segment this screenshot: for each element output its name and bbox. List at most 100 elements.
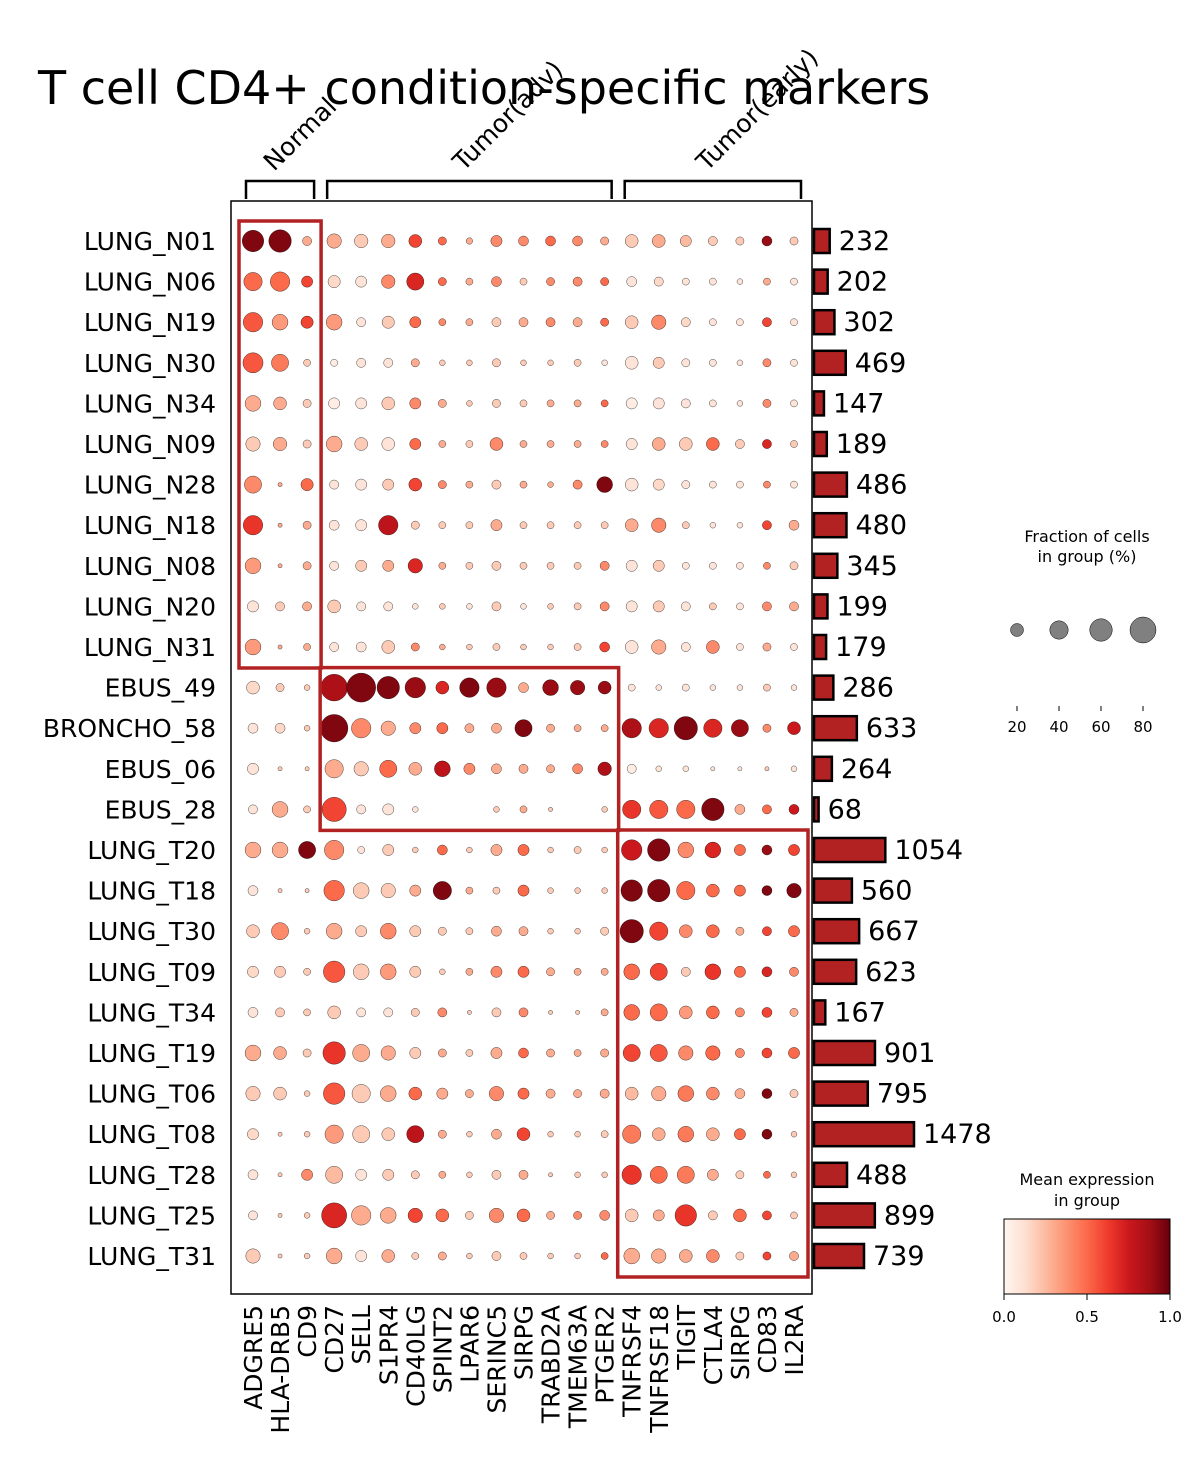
dot-LUNG_N06-TRABD2A: [546, 277, 555, 286]
dot-EBUS_06-HLA-DRB5: [277, 766, 283, 772]
chart-title: T cell CD4+ condition-specific markers: [37, 61, 930, 115]
dot-EBUS_49-PTGER2: [597, 680, 612, 695]
count-label: 899: [884, 1200, 936, 1231]
dot-LUNG_N19-TRABD2A: [545, 317, 556, 327]
sample-label: LUNG_T06: [87, 1080, 216, 1109]
dot-LUNG_N19-TNFRSF18: [651, 314, 667, 330]
count-bar: [812, 349, 847, 377]
dot-LUNG_N34-TIGIT: [681, 398, 691, 409]
sample-label: LUNG_N08: [84, 552, 216, 581]
count-bar: [812, 714, 859, 742]
dot-LUNG_N18-PTGER2: [600, 521, 609, 529]
dot-LUNG_N09-CD83: [762, 439, 772, 449]
count-bar: [812, 917, 861, 945]
dot-LUNG_N06-ADGRE5: [243, 272, 263, 291]
dot-LUNG_N20-TIGIT: [681, 601, 691, 612]
dot-LUNG_N19-CD40LG: [409, 316, 422, 328]
dot-EBUS_06-TNFRSF4: [626, 764, 637, 774]
dot-LUNG_N30-HLA-DRB5: [271, 354, 289, 372]
dot-LUNG_N34-IL2RA: [790, 399, 798, 408]
sample-label: LUNG_N19: [84, 308, 216, 337]
sample-label: LUNG_T08: [87, 1120, 216, 1149]
dot-BRONCHO_58-CTLA4: [703, 718, 723, 738]
dot-LUNG_N30-CD9: [303, 359, 311, 367]
dot-LUNG_N18-TNFRSF4: [625, 518, 639, 532]
dot-EBUS_28-CTLA4: [701, 797, 725, 821]
dot-LUNG_T08-IL2RA: [790, 1131, 798, 1138]
dot-LUNG_T31-PTGER2: [600, 1252, 609, 1260]
dot-LUNG_T30-TRABD2A: [547, 928, 554, 935]
dot-LUNG_T25-CD40LG: [407, 1207, 423, 1223]
dot-LUNG_N08-CD9: [302, 561, 312, 571]
dot-LUNG_T31-TIGIT: [679, 1249, 693, 1263]
dot-LUNG_N06-CD83: [763, 277, 771, 286]
sample-label: LUNG_N09: [84, 430, 216, 459]
dot-LUNG_N01-CD9: [302, 236, 312, 246]
count-label: 167: [834, 997, 886, 1028]
dot-EBUS_49-CD83: [763, 683, 771, 692]
dot-LUNG_T34-CD9: [303, 1008, 311, 1017]
dot-LUNG_N09-TMEM63A: [573, 440, 582, 448]
dot-LUNG_T06-S1PR4: [380, 1085, 397, 1102]
sample-label: LUNG_T25: [87, 1201, 216, 1230]
dot-EBUS_06-CD40LG: [408, 762, 422, 776]
dot-LUNG_T25-CD27: [321, 1202, 347, 1229]
count-bar: [812, 674, 835, 701]
count-bar: [812, 633, 828, 661]
dot-LUNG_T30-SELL: [355, 925, 367, 937]
dot-LUNG_N06-HLA-DRB5: [270, 271, 290, 292]
dot-LUNG_T25-TRABD2A: [546, 1211, 555, 1220]
dot-LUNG_N01-LPAR6: [465, 237, 473, 245]
dot-LUNG_T19-CD9: [302, 1048, 312, 1058]
dot-LUNG_T06-TIGIT: [677, 1085, 694, 1102]
dot-LUNG_T06-TRABD2A: [545, 1088, 556, 1099]
dot-LUNG_T18-TRABD2A: [547, 887, 554, 894]
dot-EBUS_49-CD9: [304, 684, 311, 691]
dot-EBUS_28-CD83: [762, 804, 772, 815]
dot-LUNG_N01-ADGRE5: [242, 230, 264, 252]
dot-LUNG_T20-CTLA4: [704, 841, 721, 859]
dot-EBUS_28-TRABD2A: [548, 807, 553, 812]
dot-LUNG_N30-TNFRSF4: [625, 356, 639, 370]
dot-LUNG_N34-S1PR4: [381, 396, 395, 411]
dot-LUNG_N30-SELL: [356, 358, 366, 368]
dot-LUNG_T28-HLA-DRB5: [277, 1172, 283, 1178]
dot-LUNG_T31-TNFRSF18: [651, 1248, 667, 1264]
size-legend-dot: [1049, 620, 1069, 640]
dot-LUNG_T20-SELL: [357, 846, 365, 854]
dot-LUNG_N31-HLA-DRB5: [277, 644, 283, 650]
dot-LUNG_N31-CTLA4: [706, 640, 720, 654]
dot-LUNG_N30-IL2RA: [790, 359, 798, 367]
dot-grid: [242, 229, 802, 1265]
dot-LUNG_N31-SIRPG: [520, 643, 527, 651]
dot-BRONCHO_58-SIRPG: [514, 719, 533, 737]
dot-LUNG_N34-LPAR6: [466, 400, 473, 407]
dot-LUNG_N06-LPAR6: [465, 277, 474, 286]
dot-LUNG_T34-ADGRE5: [247, 1007, 259, 1018]
dot-LUNG_T19-TRABD2A: [546, 1048, 555, 1058]
color-legend-title-1: Mean expression: [1020, 1170, 1155, 1189]
dot-LUNG_N19-CTLA4: [709, 318, 717, 326]
dot-LUNG_T20-HLA-DRB5: [271, 841, 289, 859]
sample-label: LUNG_T19: [87, 1039, 216, 1068]
gene-label: HLA-DRB5: [266, 1305, 295, 1434]
dot-LUNG_N20-SERINC5: [491, 601, 502, 612]
dot-LUNG_N18-SELL: [355, 519, 367, 531]
count-label: 486: [856, 470, 908, 501]
dot-LUNG_N20-CD40LG: [412, 603, 419, 610]
dot-EBUS_49-HLA-DRB5: [275, 683, 285, 692]
dot-LUNG_N09-LPAR6: [465, 440, 474, 448]
gene-label: LPAR6: [455, 1305, 484, 1383]
dot-LUNG_N18-CD83: [762, 520, 772, 530]
dot-LUNG_T06-IL2RA: [789, 1089, 799, 1098]
dot-LUNG_T28-IL2RA: [790, 1171, 798, 1178]
dot-LUNG_N34-SERINC5: [492, 399, 501, 408]
dot-LUNG_T25-CTLA4: [708, 1210, 718, 1221]
dot-LUNG_N19-SELL: [356, 317, 366, 327]
dot-LUNG_T25-CD83: [762, 1210, 772, 1221]
count-label: 232: [839, 226, 891, 257]
dot-LUNG_N18-CD27: [328, 520, 340, 531]
dot-LUNG_N08-TNFRSF18: [652, 560, 665, 572]
dot-LUNG_T18-CD27: [323, 880, 345, 902]
